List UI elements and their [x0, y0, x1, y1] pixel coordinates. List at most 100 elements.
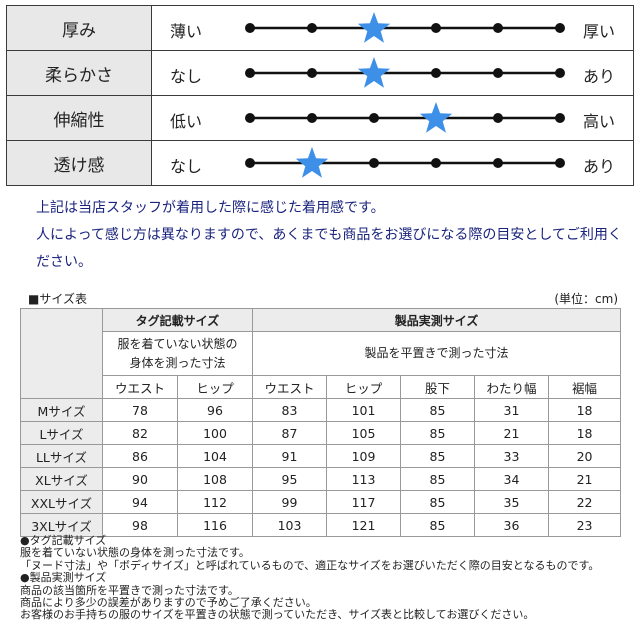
footnote-line: ●タグ記載サイズ	[20, 534, 107, 547]
column-header-row: ウエスト ヒップ ウエスト ヒップ 股下 わたり幅 裾幅	[21, 375, 622, 399]
size-value-cell: 117	[326, 490, 401, 514]
corner-cell	[20, 308, 103, 399]
actual-size-description: 製品を平置きで測った寸法	[251, 331, 622, 376]
scale-graphic	[245, 147, 565, 178]
size-value-cell: 85	[400, 398, 475, 422]
size-value-cell: 105	[326, 421, 401, 445]
size-value-cell: 21	[474, 421, 549, 445]
size-table-unit: (単位：cm)	[554, 292, 618, 306]
size-value-cell: 86	[102, 444, 178, 468]
scale-dot	[245, 23, 255, 33]
scale-dot	[555, 23, 565, 33]
column-header: ヒップ	[326, 375, 401, 399]
size-value-cell: 95	[252, 467, 327, 491]
scale-dot	[369, 113, 379, 123]
footnote-line: お客様のお手持ちの服のサイズを平置きの状態で測っていただき、サイズ表と比較してお…	[20, 608, 535, 622]
scale-dot	[431, 23, 441, 33]
scale-dot	[245, 158, 255, 168]
size-value-cell: 18	[547, 398, 622, 422]
selected-level-star-icon	[295, 147, 329, 178]
footnote-line: 商品の該当箇所を平置きで測った寸法です。	[20, 583, 239, 597]
size-table: タグ記載サイズ 製品実測サイズ 服を着ていない状態の身体を測った寸法 製品を平置…	[20, 308, 622, 537]
scale-dot	[493, 113, 503, 123]
size-value-cell: 96	[177, 398, 253, 422]
scale-high-label: 厚い	[582, 22, 615, 41]
size-value-cell: 101	[326, 398, 401, 422]
scale-dot	[245, 113, 255, 123]
size-value-cell: 109	[326, 444, 401, 468]
size-name-cell: XXLサイズ	[20, 490, 103, 514]
size-value-cell: 23	[547, 513, 622, 537]
size-value-cell: 33	[474, 444, 549, 468]
size-value-cell: 104	[177, 444, 253, 468]
size-value-cell: 100	[177, 421, 253, 445]
size-value-cell: 85	[400, 467, 475, 491]
size-row: Mサイズ 78 96 83 101 85 31 18	[20, 398, 622, 422]
scale-low-label: なし	[170, 67, 203, 86]
scale-dot	[307, 113, 317, 123]
feel-row: 伸縮性 低い 高い	[6, 95, 634, 141]
size-row: 3XLサイズ 98 116 103 121 85 36 23	[20, 513, 622, 537]
scale-graphic	[245, 57, 565, 88]
feel-note: 上記は当店スタッフが着用した際に感じた着用感です。 人によって感じ方は異なります…	[36, 195, 626, 276]
size-value-cell: 20	[547, 444, 622, 468]
scale-dot	[307, 23, 317, 33]
feel-scale: なし あり	[151, 140, 634, 186]
selected-level-star-icon	[357, 12, 391, 43]
column-header: わたり幅	[474, 375, 549, 399]
feel-row: 柔らかさ なし あり	[6, 50, 634, 96]
size-name-cell: LLサイズ	[20, 444, 103, 468]
column-header: 裾幅	[547, 375, 622, 399]
size-value-cell: 103	[252, 513, 327, 537]
tag-size-description: 服を着ていない状態の身体を測った寸法	[102, 331, 253, 376]
scale-dot	[493, 23, 503, 33]
scale-dot	[307, 68, 317, 78]
feel-label: 伸縮性	[6, 95, 152, 141]
note-line-1: 上記は当店スタッフが着用した際に感じた着用感です。	[36, 200, 385, 216]
tag-size-description-text: 服を着ていない状態の身体を測った寸法	[117, 336, 238, 370]
size-name-cell: Lサイズ	[20, 421, 103, 445]
size-row: Lサイズ 82 100 87 105 85 21 18	[20, 421, 622, 445]
size-value-cell: 35	[474, 490, 549, 514]
selected-level-star-icon	[419, 102, 453, 133]
scale-dot	[493, 158, 503, 168]
scale-dot	[555, 158, 565, 168]
feel-scale: なし あり	[151, 50, 634, 96]
scale-dot	[555, 113, 565, 123]
scale-low-label: 薄い	[170, 22, 203, 41]
size-value-cell: 85	[400, 444, 475, 468]
feel-table: 厚み 薄い 厚い 柔らかさ なし あり 伸縮性 低い 高い 透け感 なし あり	[6, 5, 634, 186]
selected-level-star-icon	[357, 57, 391, 88]
size-row: LLサイズ 86 104 91 109 85 33 20	[20, 444, 622, 468]
size-value-cell: 85	[400, 490, 475, 514]
size-value-cell: 116	[177, 513, 253, 537]
size-name-cell: Mサイズ	[20, 398, 103, 422]
size-value-cell: 78	[102, 398, 178, 422]
size-value-cell: 113	[326, 467, 401, 491]
size-value-cell: 85	[400, 421, 475, 445]
size-value-cell: 85	[400, 513, 475, 537]
scale-graphic	[245, 102, 565, 133]
footnotes: ●タグ記載サイズ 服を着ていない状態の身体を測った寸法です。 「ヌード寸法」や「ボデ…	[20, 534, 630, 622]
size-value-cell: 108	[177, 467, 253, 491]
size-value-cell: 18	[547, 421, 622, 445]
size-value-cell: 22	[547, 490, 622, 514]
tag-size-header: タグ記載サイズ	[102, 308, 253, 332]
size-value-cell: 94	[102, 490, 178, 514]
scale-dot	[555, 68, 565, 78]
size-value-cell: 36	[474, 513, 549, 537]
scale-high-label: あり	[582, 67, 615, 86]
size-value-cell: 31	[474, 398, 549, 422]
size-value-cell: 83	[252, 398, 327, 422]
footnote-line: ●製品実測サイズ	[20, 571, 107, 585]
size-value-cell: 121	[326, 513, 401, 537]
size-value-cell: 112	[177, 490, 253, 514]
feel-label: 厚み	[6, 5, 152, 51]
size-value-cell: 34	[474, 467, 549, 491]
scale-dot	[369, 158, 379, 168]
size-value-cell: 87	[252, 421, 327, 445]
feel-row: 厚み 薄い 厚い	[6, 5, 634, 51]
footnote-line: 服を着ていない状態の身体を測った寸法です。	[20, 546, 250, 560]
column-header: ウエスト	[102, 375, 178, 399]
scale-dot	[431, 68, 441, 78]
